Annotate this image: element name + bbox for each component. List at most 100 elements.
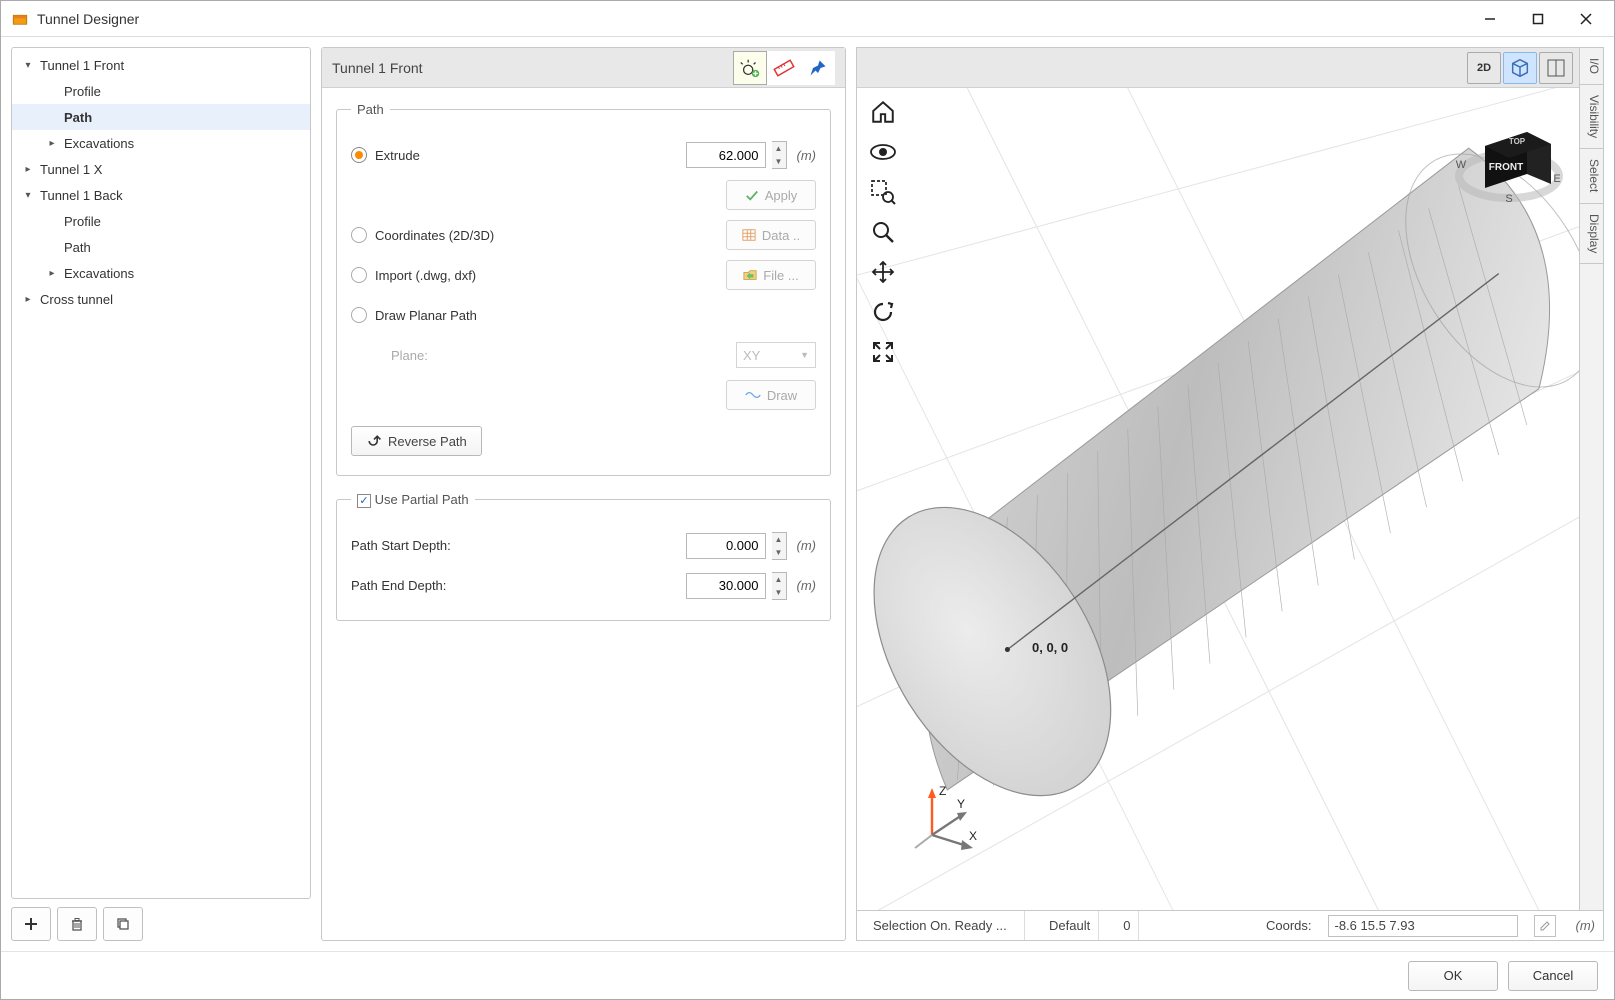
- left-column: ▾Tunnel 1 FrontProfilePath▸Excavations▸T…: [11, 47, 311, 941]
- svg-text:Y: Y: [957, 797, 965, 811]
- tree-item[interactable]: ▸Excavations: [12, 260, 310, 286]
- app-icon: [11, 10, 29, 28]
- eye-icon[interactable]: [869, 138, 897, 166]
- coordinates-radio[interactable]: [351, 227, 367, 243]
- cancel-button[interactable]: Cancel: [1508, 961, 1598, 991]
- coordinates-label: Coordinates (2D/3D): [375, 228, 494, 243]
- titlebar: Tunnel Designer: [1, 1, 1614, 37]
- mode-3d-button[interactable]: [1503, 52, 1537, 84]
- svg-text:TOP: TOP: [1509, 137, 1526, 146]
- orbit-icon[interactable]: [869, 298, 897, 326]
- start-depth-input[interactable]: [686, 533, 766, 559]
- svg-text:E: E: [1553, 173, 1560, 185]
- status-count: 0: [1115, 911, 1139, 940]
- axis-triad: Z Y X: [907, 780, 987, 860]
- right-column: 2D: [856, 47, 1604, 941]
- minimize-button[interactable]: [1466, 3, 1514, 35]
- status-mode: Default: [1041, 911, 1099, 940]
- draw-radio[interactable]: [351, 307, 367, 323]
- import-label: Import (.dwg, dxf): [375, 268, 476, 283]
- tree-item[interactable]: Profile: [12, 78, 310, 104]
- coords-value: -8.6 15.5 7.93: [1328, 915, 1518, 937]
- zoom-icon[interactable]: [869, 218, 897, 246]
- pin-icon[interactable]: [801, 51, 835, 85]
- tree-item[interactable]: ▾Tunnel 1 Front: [12, 52, 310, 78]
- viewport-toolbar: [869, 98, 897, 366]
- maximize-button[interactable]: [1514, 3, 1562, 35]
- tab-display[interactable]: Display: [1580, 204, 1603, 264]
- edit-coords-icon[interactable]: [1534, 915, 1556, 937]
- tree-item[interactable]: Profile: [12, 208, 310, 234]
- tree-item[interactable]: ▾Tunnel 1 Back: [12, 182, 310, 208]
- extrude-input[interactable]: [686, 142, 766, 168]
- partial-path-group: ✓ Use Partial Path Path Start Depth: ▲▼ …: [336, 492, 831, 621]
- viewport-3d[interactable]: 2D: [856, 47, 1580, 911]
- app-window: Tunnel Designer ▾Tunnel 1 FrontProfilePa…: [0, 0, 1615, 1000]
- viewport-side-tabs: I/O Visibility Select Display: [1580, 47, 1604, 911]
- extrude-spinner[interactable]: ▲▼: [772, 141, 787, 169]
- tree-item[interactable]: Path: [12, 104, 310, 130]
- status-unit: (m): [1576, 918, 1596, 933]
- use-partial-checkbox[interactable]: ✓: [357, 494, 371, 508]
- tree-item[interactable]: ▸Excavations: [12, 130, 310, 156]
- svg-text:W: W: [1456, 159, 1467, 171]
- expand-icon[interactable]: [869, 338, 897, 366]
- dialog-footer: OK Cancel: [1, 951, 1614, 999]
- path-legend: Path: [351, 102, 390, 117]
- properties-header: Tunnel 1 Front: [322, 48, 845, 88]
- tree-actions: [11, 907, 311, 941]
- extrude-label: Extrude: [375, 148, 420, 163]
- ruler-icon[interactable]: [767, 51, 801, 85]
- svg-text:X: X: [969, 829, 977, 843]
- partial-path-legend: ✓ Use Partial Path: [351, 492, 475, 508]
- zoom-extents-icon[interactable]: [869, 178, 897, 206]
- status-bar: Selection On. Ready ... Default 0 Coords…: [856, 911, 1604, 941]
- reverse-path-button[interactable]: Reverse Path: [351, 426, 482, 456]
- path-group: Path Extrude ▲▼ (m) Apply Coordinates (2: [336, 102, 831, 476]
- properties-body: Path Extrude ▲▼ (m) Apply Coordinates (2: [322, 88, 845, 651]
- end-depth-label: Path End Depth:: [351, 578, 446, 593]
- duplicate-button[interactable]: [103, 907, 143, 941]
- file-button[interactable]: File ...: [726, 260, 816, 290]
- svg-text:FRONT: FRONT: [1489, 162, 1523, 173]
- start-depth-label: Path Start Depth:: [351, 538, 451, 553]
- draw-label: Draw Planar Path: [375, 308, 477, 323]
- plane-select: XY▼: [736, 342, 816, 368]
- apply-button[interactable]: Apply: [726, 180, 816, 210]
- data-button[interactable]: Data ..: [726, 220, 816, 250]
- panel-title: Tunnel 1 Front: [332, 60, 733, 76]
- add-button[interactable]: [11, 907, 51, 941]
- svg-text:Z: Z: [939, 784, 946, 798]
- window-title: Tunnel Designer: [37, 11, 1466, 27]
- status-message: Selection On. Ready ...: [865, 911, 1025, 940]
- viewport-header: 2D: [857, 48, 1579, 88]
- tab-io[interactable]: I/O: [1580, 48, 1603, 85]
- end-depth-input[interactable]: [686, 573, 766, 599]
- plane-label: Plane:: [391, 348, 428, 363]
- tree-item[interactable]: ▸Tunnel 1 X: [12, 156, 310, 182]
- extrude-unit: (m): [797, 148, 817, 163]
- coords-label: Coords:: [1266, 918, 1312, 933]
- tab-visibility[interactable]: Visibility: [1580, 85, 1603, 149]
- content-area: ▾Tunnel 1 FrontProfilePath▸Excavations▸T…: [1, 37, 1614, 951]
- tree-item[interactable]: ▸Cross tunnel: [12, 286, 310, 312]
- tree-item[interactable]: Path: [12, 234, 310, 260]
- delete-button[interactable]: [57, 907, 97, 941]
- draw-button[interactable]: Draw: [726, 380, 816, 410]
- mode-split-button[interactable]: [1539, 52, 1573, 84]
- end-spinner[interactable]: ▲▼: [772, 572, 787, 600]
- import-radio[interactable]: [351, 267, 367, 283]
- start-spinner[interactable]: ▲▼: [772, 532, 787, 560]
- add-light-icon[interactable]: [733, 51, 767, 85]
- close-button[interactable]: [1562, 3, 1610, 35]
- extrude-radio[interactable]: [351, 147, 367, 163]
- nav-cube[interactable]: S W E FRONT TOP: [1449, 98, 1569, 218]
- home-icon[interactable]: [869, 98, 897, 126]
- ok-button[interactable]: OK: [1408, 961, 1498, 991]
- origin-label: 0, 0, 0: [1032, 640, 1068, 655]
- pan-icon[interactable]: [869, 258, 897, 286]
- tab-select[interactable]: Select: [1580, 149, 1603, 203]
- tunnel-tree[interactable]: ▾Tunnel 1 FrontProfilePath▸Excavations▸T…: [11, 47, 311, 899]
- mode-2d-button[interactable]: 2D: [1467, 52, 1501, 84]
- properties-panel: Tunnel 1 Front Path Extrude ▲▼ (m): [321, 47, 846, 941]
